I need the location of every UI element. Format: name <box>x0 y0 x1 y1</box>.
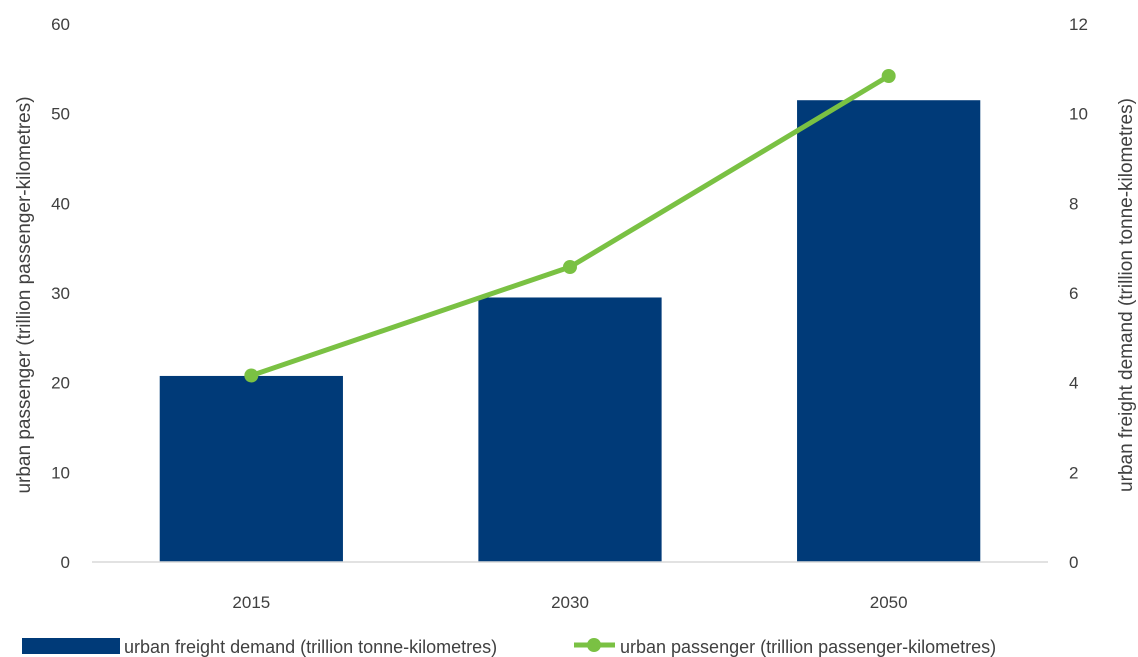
bars-layer <box>159 100 981 562</box>
y-left-tick-label: 60 <box>51 15 70 34</box>
y-right-tick-label: 8 <box>1069 194 1078 213</box>
y-right-tick-label: 4 <box>1069 374 1078 393</box>
x-tick-label: 2030 <box>551 593 589 612</box>
x-tick-label: 2050 <box>870 593 908 612</box>
legend: urban freight demand (trillion tonne-kil… <box>22 637 996 657</box>
bar-2050 <box>797 100 981 562</box>
bar-2015 <box>159 375 343 562</box>
passenger-point-2015 <box>244 368 259 383</box>
y-right-tick-label: 2 <box>1069 463 1078 482</box>
passenger-point-2050 <box>881 69 896 84</box>
y-right-tick-label: 6 <box>1069 284 1078 303</box>
x-tick-labels: 2015 2030 2050 <box>232 593 907 612</box>
y-right-tick-label: 0 <box>1069 553 1078 572</box>
y-left-tick-label: 0 <box>61 553 70 572</box>
y-right-tick-label: 10 <box>1069 105 1088 124</box>
legend-label-passenger: urban passenger (trillion passenger-kilo… <box>620 637 996 657</box>
bar-2030 <box>478 297 662 562</box>
y-left-tick-label: 50 <box>51 105 70 124</box>
y-right-axis-title: urban freight demand (trillion tonne-kil… <box>1116 98 1137 492</box>
y-left-tick-label: 30 <box>51 284 70 303</box>
y-left-axis-title: urban passenger (trillion passenger-kilo… <box>14 96 35 493</box>
x-tick-label: 2015 <box>232 593 270 612</box>
y-right-tick-labels: 0 2 4 6 8 10 12 <box>1069 15 1088 572</box>
passenger-point-2030 <box>563 259 577 274</box>
legend-label-freight: urban freight demand (trillion tonne-kil… <box>124 637 497 657</box>
y-left-tick-label: 10 <box>51 463 70 482</box>
legend-swatch-passenger-marker <box>587 638 601 652</box>
line-layer <box>244 69 896 383</box>
y-right-tick-label: 12 <box>1069 15 1088 34</box>
y-left-tick-label: 40 <box>51 194 70 213</box>
legend-swatch-freight <box>22 638 120 654</box>
y-left-tick-labels: 0 10 20 30 40 50 60 <box>51 15 70 572</box>
y-left-tick-label: 20 <box>51 374 70 393</box>
